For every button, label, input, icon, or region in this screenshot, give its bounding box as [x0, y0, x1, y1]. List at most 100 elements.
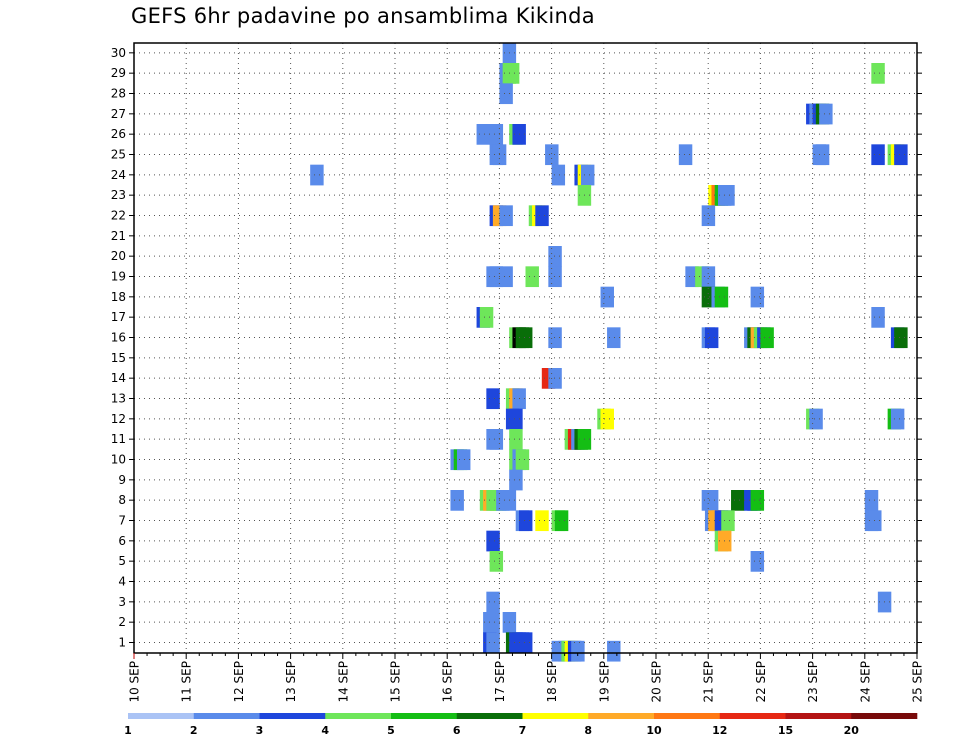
- heatmap-cell: [809, 408, 823, 430]
- x-tick-label: 21 SEP: [702, 661, 716, 703]
- y-tick-label: 18: [111, 290, 126, 304]
- grid-layer: [134, 43, 917, 653]
- colorbar-swatch: [719, 713, 786, 719]
- heatmap-cell: [486, 591, 500, 613]
- x-tick-label: 22 SEP: [754, 661, 768, 703]
- colorbar-swatch: [193, 713, 260, 719]
- y-tick-label: 10: [111, 453, 126, 467]
- colorbar-swatch: [522, 713, 589, 719]
- colorbar-label: 12: [712, 724, 727, 737]
- heatmap-cell: [815, 144, 830, 166]
- colorbar-label: 5: [387, 724, 395, 737]
- y-tick-label: 20: [111, 249, 126, 263]
- y-tick-label: 27: [111, 107, 126, 121]
- x-tick-label: 16 SEP: [441, 661, 455, 703]
- heatmap-cell: [486, 612, 500, 633]
- x-tick-label: 13 SEP: [284, 661, 298, 703]
- heatmap-cell: [548, 327, 562, 349]
- colorbar-label: 8: [584, 724, 592, 737]
- heatmap-cell: [548, 266, 562, 288]
- heatmap-cell: [750, 286, 765, 308]
- heatmap-cell: [714, 286, 729, 308]
- x-tick-label: 18 SEP: [545, 661, 559, 703]
- heatmap-cell: [450, 490, 464, 511]
- heatmap-cell: [518, 510, 533, 532]
- heatmap-cell: [701, 205, 716, 227]
- heatmap-cell: [871, 307, 885, 328]
- colorbar-swatch: [128, 713, 195, 719]
- y-tick-label: 26: [111, 127, 126, 141]
- x-tick-label: 25 SEP: [911, 661, 925, 703]
- y-tick-label: 6: [118, 534, 126, 548]
- y-tick-label: 7: [118, 514, 126, 528]
- x-axis: 10 SEP 11 SEP 12 SEP 13 SEP 14 SEP 15 SEP 16 S…: [128, 653, 925, 703]
- y-tick-label: 25: [111, 148, 126, 162]
- heatmap-cell: [721, 185, 735, 206]
- heatmap-cell: [456, 449, 471, 471]
- heatmap-cell: [600, 408, 614, 430]
- heatmap-cell: [515, 449, 530, 471]
- cells-layer: [310, 42, 908, 662]
- heatmap-cell: [731, 490, 745, 511]
- heatmap-cell: [607, 640, 621, 662]
- heatmap-cell: [750, 551, 765, 572]
- colorbar-label: 3: [256, 724, 264, 737]
- colorbar-swatch: [654, 713, 721, 719]
- y-tick-label: 13: [111, 392, 126, 406]
- colorbar-swatch: [588, 713, 655, 719]
- x-tick-label: 14 SEP: [336, 661, 350, 703]
- heatmap-cell: [509, 469, 523, 491]
- heatmap-cell: [760, 327, 774, 349]
- y-tick-label: 24: [111, 168, 126, 182]
- heatmap-cell: [518, 327, 533, 349]
- x-tick-label: 24 SEP: [858, 661, 872, 703]
- y-tick-label: 22: [111, 209, 126, 223]
- y-tick-label: 30: [111, 46, 126, 60]
- heatmap-cell: [721, 510, 735, 532]
- heatmap-cell: [871, 63, 885, 84]
- x-tick-label: 15 SEP: [389, 661, 403, 703]
- y-tick-label: 4: [118, 575, 126, 589]
- x-tick-label: 10 SEP: [128, 661, 142, 703]
- y-tick-label: 2: [118, 615, 126, 629]
- heatmap-cell: [894, 327, 908, 349]
- heatmap-cell: [701, 266, 716, 288]
- y-tick-label: 15: [111, 351, 126, 365]
- heatmap-cell: [545, 144, 559, 166]
- colorbar-swatch: [391, 713, 458, 719]
- heatmap-cell: [489, 429, 504, 450]
- heatmap-cell: [505, 63, 520, 84]
- x-tick-label: 23 SEP: [806, 661, 820, 703]
- heatmap-cell: [535, 510, 549, 532]
- heatmap-cell: [499, 205, 513, 227]
- y-tick-label: 12: [111, 412, 126, 426]
- y-axis: 1234567891011121314151617181920212223242…: [111, 46, 922, 650]
- heatmap-cell: [489, 124, 504, 145]
- y-tick-label: 29: [111, 66, 126, 80]
- heatmap-cell: [518, 632, 533, 654]
- colorbar-swatch: [851, 713, 918, 719]
- heatmap-cell: [486, 530, 500, 552]
- colorbar-swatch: [456, 713, 523, 719]
- colorbar-label: 10: [646, 724, 662, 737]
- y-tick-label: 17: [111, 310, 126, 324]
- y-tick-label: 28: [111, 87, 126, 101]
- heatmap-cell: [894, 144, 908, 166]
- heatmap-cell: [548, 246, 562, 267]
- heatmap-cell: [704, 490, 719, 511]
- colorbar-swatch: [259, 713, 326, 719]
- heatmap-cell: [489, 551, 504, 572]
- chart-title: GEFS 6hr padavine po ansamblima Kikinda: [131, 4, 595, 28]
- heatmap-cell: [551, 164, 566, 186]
- heatmap-cell: [509, 408, 523, 430]
- heatmap-cell: [864, 490, 879, 511]
- y-tick-label: 3: [118, 595, 126, 609]
- colorbar-label: 7: [519, 724, 527, 737]
- heatmap-cell: [871, 144, 885, 166]
- colorbar-label: 1: [124, 724, 132, 737]
- y-tick-label: 11: [111, 432, 126, 446]
- y-tick-label: 5: [118, 554, 126, 568]
- y-tick-label: 8: [118, 493, 126, 507]
- heatmap-cell: [607, 327, 621, 349]
